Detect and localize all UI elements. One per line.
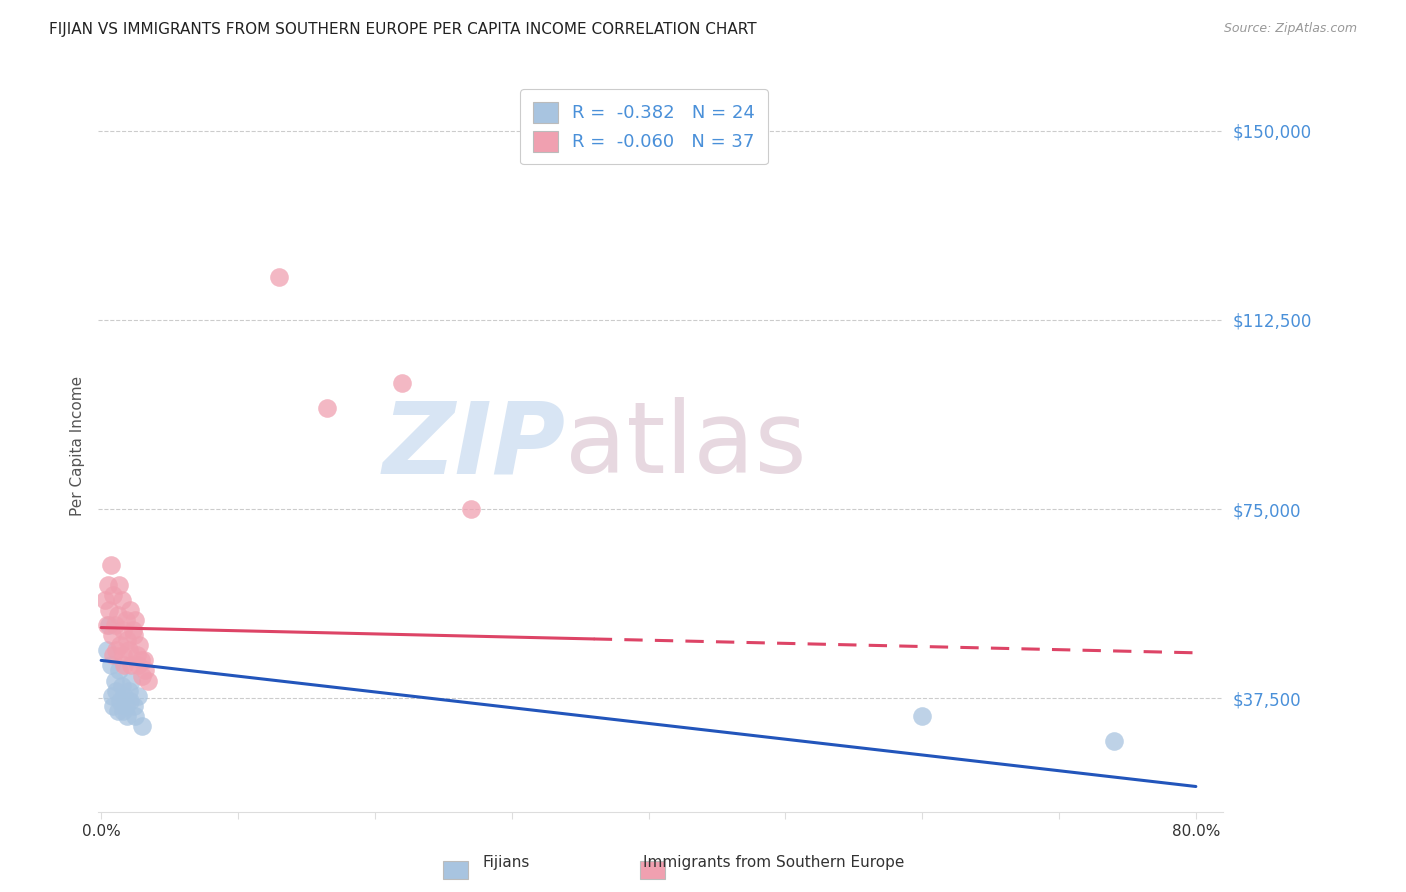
Y-axis label: Per Capita Income: Per Capita Income [69, 376, 84, 516]
Point [108, 664, 131, 678]
Point [391, 376, 413, 390]
Point [117, 683, 139, 698]
Point [128, 638, 150, 652]
Point [98, 603, 121, 617]
Text: atlas: atlas [565, 398, 807, 494]
Text: ZIP: ZIP [382, 398, 565, 494]
Point [132, 653, 155, 667]
Text: Fijians: Fijians [482, 855, 530, 870]
Point [267, 270, 290, 285]
Point [127, 658, 149, 673]
Point [120, 673, 142, 688]
Point [105, 683, 128, 698]
Point [112, 689, 135, 703]
Point [111, 592, 134, 607]
Text: Source: ZipAtlas.com: Source: ZipAtlas.com [1223, 22, 1357, 36]
Point [316, 401, 339, 416]
Legend: R =  -0.382   N = 24, R =  -0.060   N = 37: R = -0.382 N = 24, R = -0.060 N = 37 [520, 89, 768, 164]
Point [110, 638, 132, 652]
Point [104, 673, 127, 688]
Point [124, 709, 146, 723]
Point [98, 618, 121, 632]
Text: Immigrants from Southern Europe: Immigrants from Southern Europe [643, 855, 904, 870]
Point [136, 673, 159, 688]
Point [131, 719, 153, 733]
Point [911, 709, 934, 723]
Point [94, 592, 117, 607]
Point [107, 607, 129, 622]
Point [120, 658, 142, 673]
Point [96, 643, 118, 657]
Point [103, 588, 125, 602]
Point [115, 633, 138, 648]
Point [96, 618, 118, 632]
Point [118, 603, 141, 617]
Point [103, 698, 125, 713]
Point [111, 679, 134, 693]
Point [112, 658, 135, 673]
Point [117, 643, 139, 657]
Point [1102, 734, 1125, 748]
Point [118, 694, 141, 708]
Point [100, 558, 122, 572]
Point [122, 698, 145, 713]
Point [101, 628, 124, 642]
Point [122, 628, 145, 642]
Point [124, 613, 146, 627]
Point [131, 668, 153, 682]
Point [129, 653, 152, 667]
Point [114, 698, 136, 713]
Point [104, 618, 127, 632]
Point [112, 704, 135, 718]
Point [112, 648, 135, 663]
Point [101, 689, 124, 703]
Point [110, 694, 132, 708]
Point [114, 613, 136, 627]
Point [107, 704, 129, 718]
Point [105, 643, 128, 657]
Point [125, 648, 148, 663]
Point [115, 709, 138, 723]
Point [112, 623, 135, 637]
Point [97, 578, 120, 592]
Point [460, 502, 482, 516]
Point [121, 623, 143, 637]
Point [103, 648, 125, 663]
Point [100, 658, 122, 673]
Point [134, 664, 156, 678]
Point [127, 689, 149, 703]
Point [108, 578, 131, 592]
Text: FIJIAN VS IMMIGRANTS FROM SOUTHERN EUROPE PER CAPITA INCOME CORRELATION CHART: FIJIAN VS IMMIGRANTS FROM SOUTHERN EUROP… [49, 22, 756, 37]
